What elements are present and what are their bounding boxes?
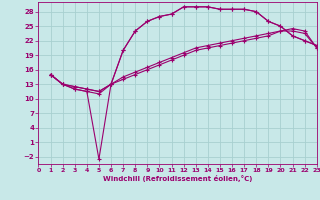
X-axis label: Windchill (Refroidissement éolien,°C): Windchill (Refroidissement éolien,°C) <box>103 175 252 182</box>
